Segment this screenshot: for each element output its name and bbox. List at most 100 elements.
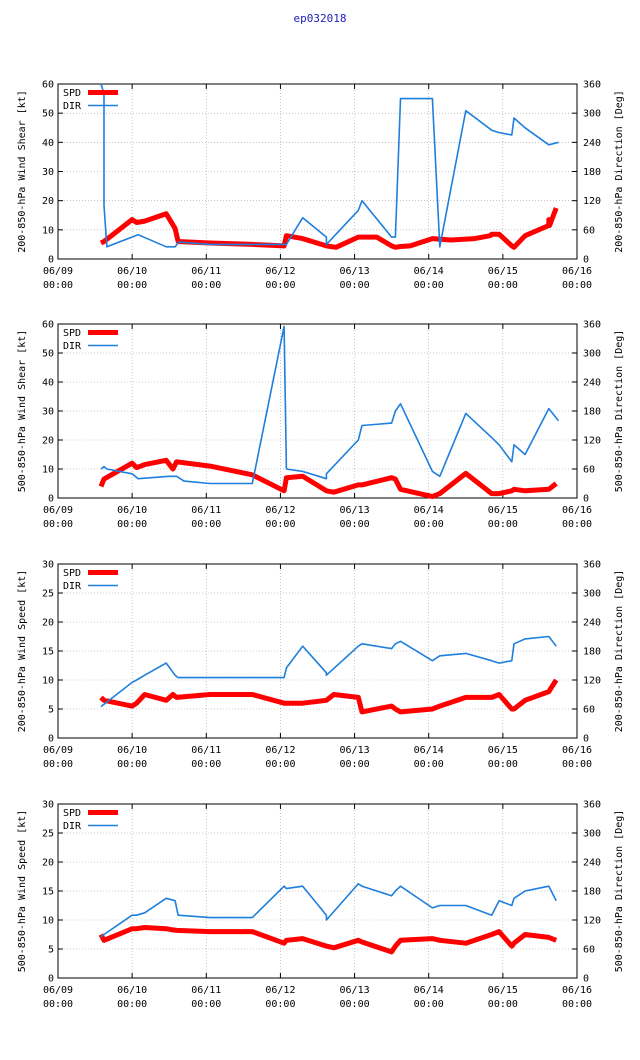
y-tick-label-left: 0 [48, 974, 54, 985]
x-tick-label-date: 06/12 [265, 266, 295, 277]
x-tick-label-time: 00:00 [265, 759, 295, 770]
x-tick-label-time: 00:00 [43, 519, 73, 530]
y-tick-label-left: 40 [42, 378, 54, 389]
y-tick-label-left: 60 [42, 80, 54, 91]
y-tick-label-left: 0 [48, 255, 54, 266]
y-tick-label-left: 0 [48, 494, 54, 505]
x-tick-label-date: 06/16 [562, 505, 592, 516]
x-tick-label-date: 06/13 [340, 745, 370, 756]
legend-label-spd: SPD [63, 88, 81, 99]
x-tick-label-date: 06/15 [488, 745, 518, 756]
y-tick-label-right: 120 [583, 436, 601, 447]
x-tick-label-date: 06/12 [265, 745, 295, 756]
x-tick-label-time: 00:00 [488, 280, 518, 291]
series-line-spd [99, 678, 559, 715]
x-tick-label-date: 06/15 [488, 505, 518, 516]
chart-panel-2: 06/09 00:00 06/10 00:00 06/11 00:00 06/12 00:00… [17, 320, 625, 531]
y-tick-label-left: 30 [42, 167, 54, 178]
x-tick-label-date: 06/09 [43, 985, 73, 996]
x-tick-label-time: 00:00 [191, 280, 221, 291]
series-line-spd [98, 925, 558, 955]
x-tick-label-time: 00:00 [414, 280, 444, 291]
page-title: ep032018 [293, 12, 347, 25]
x-tick-label-date: 06/15 [488, 266, 518, 277]
x-tick-label-date: 06/10 [117, 985, 147, 996]
plot-frame [57, 803, 578, 979]
x-tick-label-time: 00:00 [562, 519, 592, 530]
x-tick-label-date: 06/09 [43, 505, 73, 516]
legend-label-dir: DIR [63, 581, 82, 592]
x-tick-label-time: 00:00 [43, 999, 73, 1010]
y-tick-label-right: 360 [583, 560, 601, 571]
x-tick-label-time: 00:00 [117, 519, 147, 530]
y-tick-label-right: 240 [583, 138, 601, 149]
plot-frame [57, 83, 578, 260]
x-tick-label-date: 06/10 [117, 745, 147, 756]
chart-panel-4: 06/09 00:00 06/10 00:00 06/11 00:00 06/12 00:00… [17, 800, 625, 1011]
x-tick-label-time: 00:00 [265, 519, 295, 530]
y-tick-label-right: 120 [583, 196, 601, 207]
y-tick-label-right: 180 [583, 167, 601, 178]
y-tick-label-left: 10 [42, 676, 54, 687]
x-tick-label-time: 00:00 [488, 759, 518, 770]
legend-label-spd: SPD [63, 328, 81, 339]
y-axis-label-left: 200-850-hPa Wind Shear [kt] [17, 90, 28, 253]
x-tick-label-time: 00:00 [43, 280, 73, 291]
y-tick-label-left: 30 [42, 800, 54, 811]
y-tick-label-right: 0 [583, 734, 589, 745]
y-tick-label-right: 240 [583, 618, 601, 629]
x-tick-label-time: 00:00 [414, 759, 444, 770]
x-tick-label-time: 00:00 [562, 759, 592, 770]
y-tick-label-right: 300 [583, 349, 601, 360]
x-tick-label-date: 06/12 [265, 505, 295, 516]
y-tick-label-right: 240 [583, 858, 601, 869]
y-tick-label-left: 10 [42, 465, 54, 476]
x-tick-label-date: 06/14 [414, 505, 444, 516]
y-tick-label-left: 20 [42, 618, 54, 629]
series-line-dir [100, 635, 557, 708]
x-tick-label-date: 06/10 [117, 505, 147, 516]
x-tick-label-date: 06/16 [562, 985, 592, 996]
y-tick-label-right: 120 [583, 676, 601, 687]
x-tick-label-date: 06/14 [414, 266, 444, 277]
x-tick-label-time: 00:00 [488, 519, 518, 530]
x-tick-label-time: 00:00 [488, 999, 518, 1010]
y-tick-label-right: 300 [583, 109, 601, 120]
y-tick-label-right: 180 [583, 647, 601, 658]
y-tick-label-right: 0 [583, 974, 589, 985]
x-tick-label-time: 00:00 [191, 519, 221, 530]
y-tick-label-right: 180 [583, 887, 601, 898]
series-line-dir [100, 83, 559, 248]
y-tick-label-right: 60 [583, 705, 595, 716]
y-tick-label-left: 40 [42, 138, 54, 149]
y-axis-label-left: 200-850-hPa Wind Speed [kt] [17, 570, 28, 733]
y-tick-label-right: 360 [583, 80, 601, 91]
x-tick-label-date: 06/15 [488, 985, 518, 996]
y-tick-label-left: 30 [42, 407, 54, 418]
x-tick-label-time: 00:00 [562, 999, 592, 1010]
y-tick-label-right: 360 [583, 800, 601, 811]
x-tick-label-date: 06/11 [191, 505, 221, 516]
legend-label-dir: DIR [63, 341, 82, 352]
y-tick-label-left: 0 [48, 734, 54, 745]
x-tick-label-time: 00:00 [340, 280, 370, 291]
legend-label-spd: SPD [63, 568, 81, 579]
y-tick-label-right: 0 [583, 255, 589, 266]
x-tick-label-time: 00:00 [117, 999, 147, 1010]
x-tick-label-date: 06/10 [117, 266, 147, 277]
y-tick-label-left: 15 [42, 647, 54, 658]
x-tick-label-time: 00:00 [117, 280, 147, 291]
x-tick-label-time: 00:00 [340, 519, 370, 530]
x-tick-label-date: 06/14 [414, 745, 444, 756]
x-tick-label-date: 06/09 [43, 266, 73, 277]
legend-label-spd: SPD [63, 808, 81, 819]
y-axis-label-left: 500-850-hPa Wind Shear [kt] [17, 330, 28, 493]
y-tick-label-left: 25 [42, 829, 54, 840]
legend-label-dir: DIR [63, 101, 82, 112]
x-tick-label-date: 06/14 [414, 985, 444, 996]
x-tick-label-date: 06/13 [340, 985, 370, 996]
y-tick-label-left: 25 [42, 589, 54, 600]
y-tick-label-right: 240 [583, 378, 601, 389]
x-tick-label-date: 06/16 [562, 745, 592, 756]
